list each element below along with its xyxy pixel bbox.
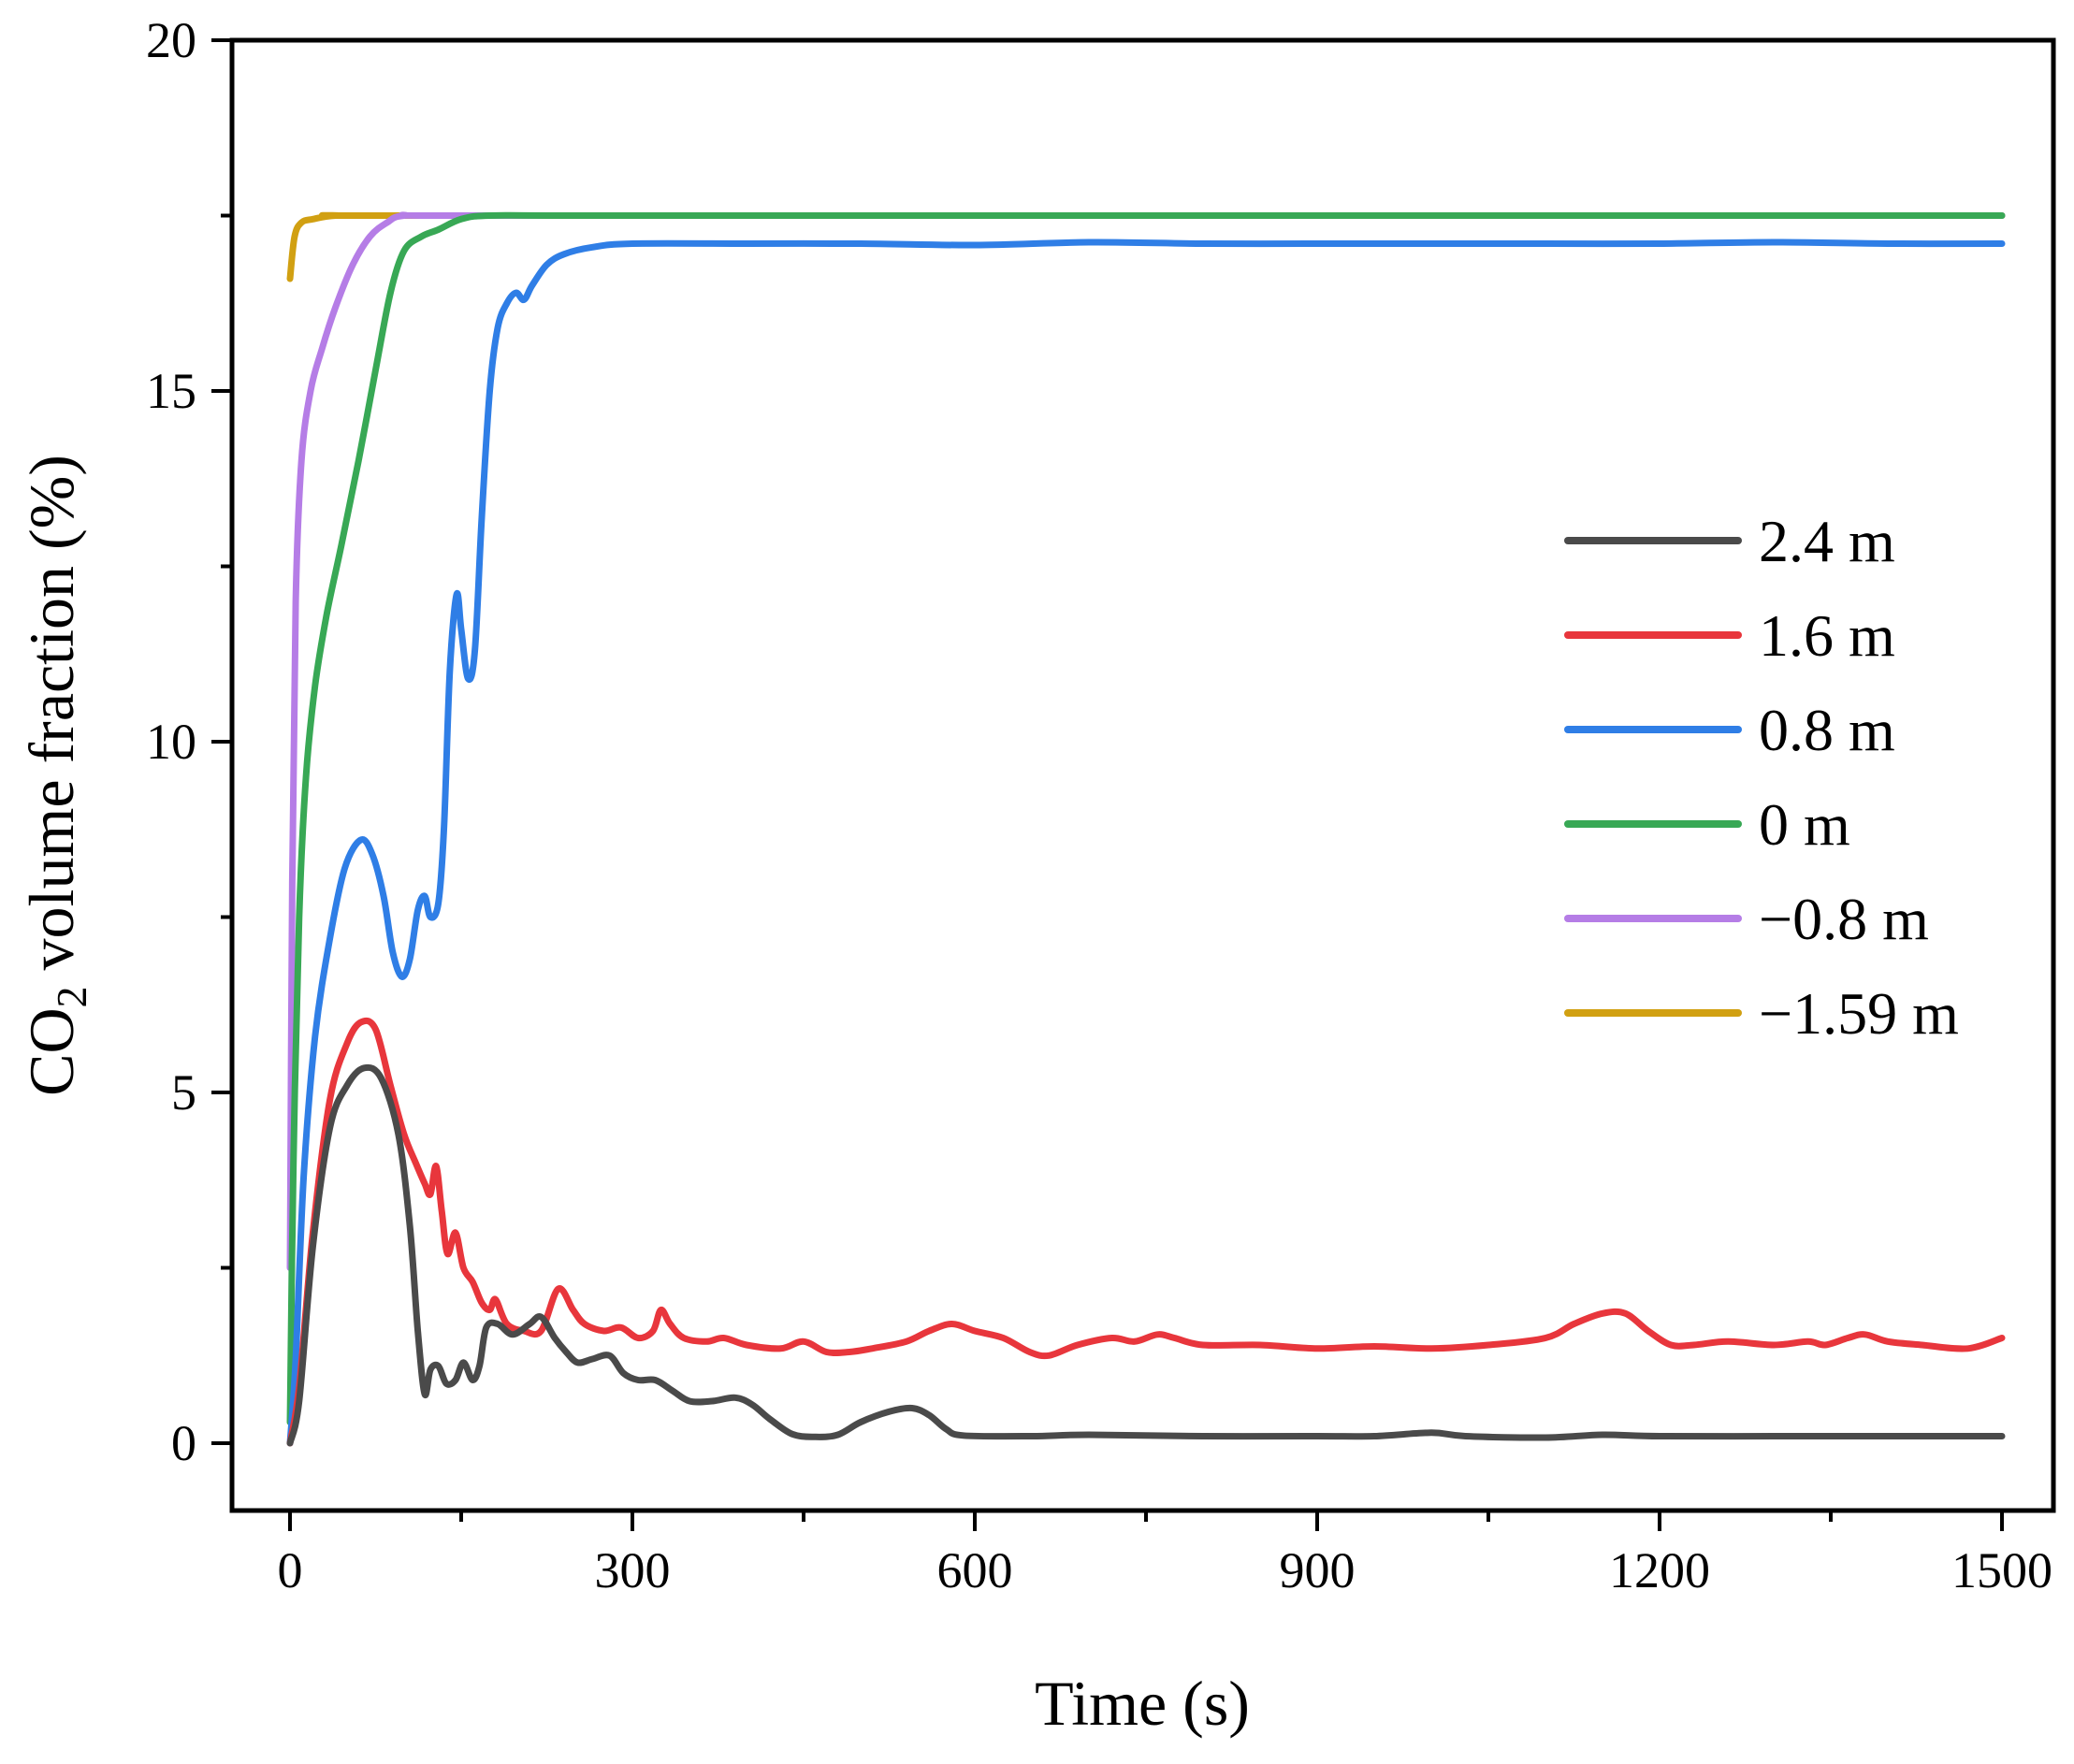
legend-label-3: 0 m: [1759, 791, 1850, 858]
x-tick-label: 300: [595, 1542, 671, 1598]
legend: 2.4 m 1.6 m 0.8 m 0 m −0.8 m −1.59 m: [1564, 508, 1959, 1047]
legend-label-0: 2.4 m: [1759, 508, 1895, 574]
x-tick-label: 0: [278, 1542, 303, 1598]
series-line-4: [286, 211, 2006, 1271]
legend-label-1: 1.6 m: [1759, 602, 1895, 669]
y-axis-title-subscript: 2: [48, 986, 95, 1007]
legend-label-2: 0.8 m: [1759, 697, 1895, 763]
y-axis-title-rest: volume fraction (%): [16, 455, 87, 986]
series-line-1: [286, 1017, 2006, 1447]
y-axis-title-main: CO: [16, 1007, 87, 1095]
x-tick-label: 1200: [1609, 1542, 1710, 1598]
x-tick-label: 600: [937, 1542, 1013, 1598]
y-tick-label: 5: [171, 1064, 196, 1121]
series-layer: [286, 211, 2006, 1447]
x-tick-label: 1500: [1951, 1542, 2052, 1598]
plot-frame: [229, 37, 2056, 1513]
series-line-0: [286, 1063, 2006, 1447]
tick-layer: 0 300 600 900 1200 1500 0 5 10 15 20: [146, 12, 2052, 1598]
series-line-2: [286, 239, 2006, 1447]
legend-label-5: −1.59 m: [1759, 980, 1959, 1047]
y-tick-label: 0: [171, 1415, 196, 1471]
x-axis-title: Time (s): [1035, 1668, 1250, 1739]
legend-label-4: −0.8 m: [1759, 886, 1929, 952]
y-tick-label: 15: [146, 363, 196, 419]
y-axis-title: CO2 volume fraction (%): [16, 455, 95, 1096]
series-line-3: [286, 211, 2006, 1425]
y-tick-label: 20: [146, 12, 196, 68]
y-tick-label: 10: [146, 714, 196, 770]
x-tick-label: 900: [1280, 1542, 1356, 1598]
